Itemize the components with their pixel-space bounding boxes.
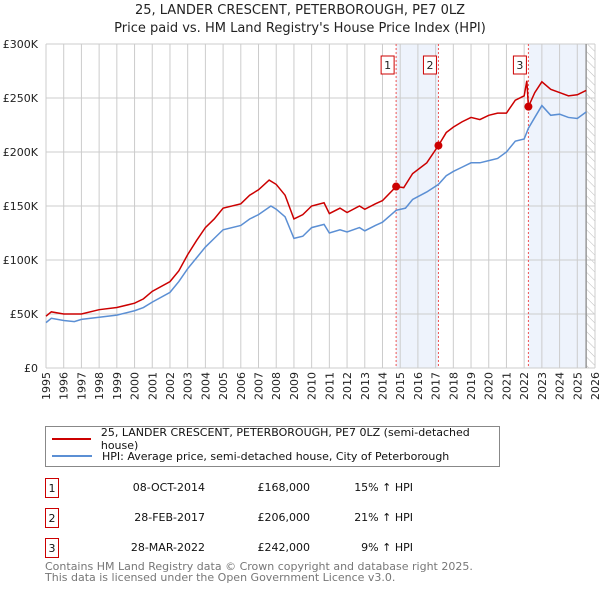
hpi-line (45, 104, 587, 324)
x-tick-label: 2023 (536, 372, 549, 400)
sale-label-box (512, 55, 527, 75)
y-tick-label: £50K (10, 308, 39, 321)
sale-price: £206,000 (257, 511, 311, 524)
legend-label-hpi: HPI: Average price, semi-detached house,… (102, 449, 450, 463)
x-tick-label: 1999 (111, 372, 124, 400)
footer: Contains HM Land Registry data © Crown c… (45, 561, 473, 583)
legend-item-property: 25, LANDER CRESCENT, PETERBOROUGH, PE7 0… (52, 426, 499, 452)
sale-label-box (380, 55, 395, 75)
x-tick-label: 2008 (270, 372, 283, 400)
y-tick-label: £150K (3, 200, 39, 213)
sale-hpi-diff: 9% ↑ HPI (357, 541, 413, 554)
sale-point (524, 102, 533, 111)
x-tick-label: 2001 (146, 372, 159, 400)
x-tick-label: 2017 (430, 372, 443, 400)
y-tick-label: £200K (3, 146, 39, 159)
x-tick-label: 2025 (571, 372, 584, 400)
x-tick-label: 1997 (75, 372, 88, 400)
chart-subtitle: Price paid vs. HM Land Registry's House … (114, 21, 486, 36)
x-tick-label: 2022 (518, 372, 531, 400)
sale-hpi-diff: 21% ↑ HPI (354, 511, 413, 524)
legend-swatch-blue (52, 455, 92, 457)
x-tick-label: 1996 (58, 372, 71, 400)
x-tick-label: 2016 (412, 372, 425, 400)
x-tick-label: 2021 (500, 372, 513, 400)
sale-price: £168,000 (257, 481, 311, 494)
x-tick-label: 2007 (253, 372, 266, 400)
legend: 25, LANDER CRESCENT, PETERBOROUGH, PE7 0… (45, 426, 500, 467)
x-tick-label: 2002 (164, 372, 177, 400)
y-tick-label: £100K (3, 254, 39, 267)
x-tick-label: 2000 (129, 372, 142, 400)
property-price-line (45, 80, 587, 317)
sale-marker-badge: 2 (45, 508, 59, 528)
sale-marker-badge: 1 (45, 478, 59, 498)
sale-point (434, 141, 443, 150)
sale-date: 28-FEB-2017 (134, 511, 205, 524)
x-tick-label: 2018 (447, 372, 460, 400)
sale-label: 1 (384, 59, 391, 72)
x-tick-label: 2009 (288, 372, 301, 400)
sale-label: 2 (426, 59, 433, 72)
footer-line-2: This data is licensed under the Open Gov… (45, 571, 396, 584)
x-tick-label: 2003 (182, 372, 195, 400)
x-tick-label: 2011 (323, 372, 336, 400)
sale-price: £242,000 (257, 541, 311, 554)
x-tick-label: 2026 (589, 372, 600, 400)
sale-point (392, 182, 401, 191)
x-tick-label: 2012 (341, 372, 354, 400)
x-tick-label: 1998 (93, 372, 106, 400)
sale-date: 28-MAR-2022 (130, 541, 205, 554)
y-tick-label: £300K (3, 38, 39, 51)
x-tick-label: 2024 (554, 372, 567, 400)
legend-item-hpi: HPI: Average price, semi-detached house,… (52, 448, 449, 464)
legend-swatch-red (52, 438, 91, 440)
x-tick-label: 2010 (306, 372, 319, 400)
sale-hpi-diff: 15% ↑ HPI (354, 481, 413, 494)
x-tick-label: 2020 (483, 372, 496, 400)
footer-line-1: Contains HM Land Registry data © Crown c… (45, 560, 473, 573)
x-tick-label: 2014 (376, 372, 389, 400)
x-tick-label: 2005 (217, 372, 230, 400)
sale-marker-badge: 3 (45, 538, 59, 558)
sale-label-box (422, 55, 437, 75)
price-chart: 1995 1996 1997 1998 1999 2000 2001 2002 2003 2004… (3, 38, 600, 400)
x-tick-label: 2006 (235, 372, 248, 400)
sale-label: 3 (516, 59, 523, 72)
legend-label-property: 25, LANDER CRESCENT, PETERBOROUGH, PE7 0… (100, 426, 470, 452)
x-tick-label: 2015 (394, 372, 407, 400)
x-tick-label: 2013 (359, 372, 372, 400)
y-tick-label: £250K (3, 92, 39, 105)
chart-title: 25, LANDER CRESCENT, PETERBOROUGH, PE7 0… (134, 3, 466, 18)
y-tick-label: £0 (24, 362, 38, 375)
x-tick-label: 2004 (199, 372, 212, 400)
x-tick-label: 1995 (40, 372, 53, 400)
sale-date: 08-OCT-2014 (132, 481, 205, 494)
x-tick-label: 2019 (465, 372, 478, 400)
